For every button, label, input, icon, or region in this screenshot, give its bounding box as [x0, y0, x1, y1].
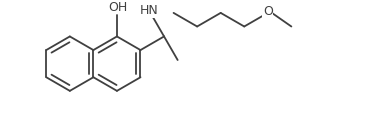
- Text: HN: HN: [140, 4, 159, 17]
- Text: OH: OH: [108, 1, 127, 14]
- Text: O: O: [263, 5, 273, 18]
